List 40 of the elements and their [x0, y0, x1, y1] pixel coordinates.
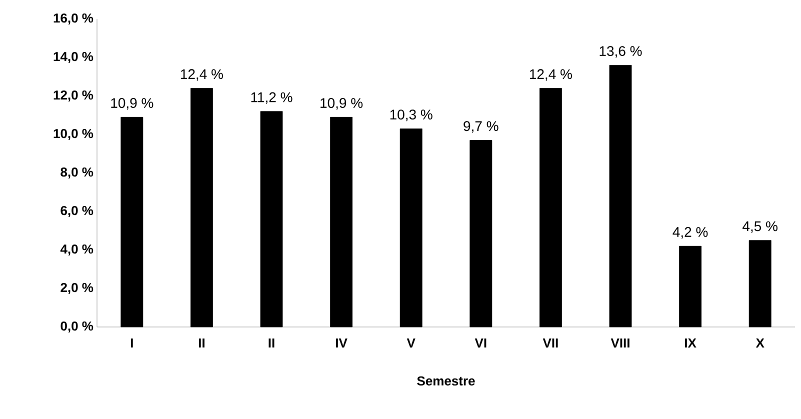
x-tick-label: V: [406, 338, 416, 348]
data-label: 11,2 %: [251, 92, 292, 104]
data-label: 4,2 %: [672, 227, 708, 239]
bar: [190, 88, 213, 328]
x-tick-label: VI: [474, 338, 486, 348]
y-tick-label: 10,0 %: [54, 128, 94, 140]
y-tick-label: 14,0 %: [54, 52, 94, 64]
x-axis-title: Semestre: [417, 376, 475, 386]
y-tick-label: 8,0 %: [60, 167, 94, 179]
data-label: 4,5 %: [742, 221, 778, 233]
bar: [609, 64, 632, 328]
x-tick-label: VII: [542, 338, 558, 348]
y-tick-label: 12,0 %: [54, 90, 94, 102]
bar: [748, 240, 772, 328]
x-tick-label: I: [130, 338, 133, 348]
data-label: 12,4 %: [530, 69, 572, 81]
bar: [540, 88, 562, 328]
data-label: 13,6 %: [600, 46, 642, 58]
data-label: 10,9 %: [111, 98, 154, 110]
bar: [330, 116, 353, 328]
bar: [400, 128, 422, 328]
y-tick-label: 2,0 %: [60, 282, 94, 294]
x-tick-label: II: [268, 338, 274, 348]
bar: [120, 116, 144, 328]
x-tick-label: VIII: [610, 338, 630, 348]
bar: [679, 246, 702, 328]
x-tick-label: X: [756, 338, 764, 348]
bar: [260, 111, 283, 328]
data-label: 9,7 %: [464, 121, 498, 133]
data-label: 12,4 %: [180, 69, 223, 81]
x-tick-label: IX: [685, 338, 696, 348]
data-label: 10,9 %: [320, 98, 363, 110]
y-tick-label: 16,0 %: [54, 13, 94, 25]
bar: [470, 140, 492, 328]
x-tick-label: II: [198, 338, 204, 348]
y-tick-label: 6,0 %: [60, 206, 94, 218]
y-tick-label: 0,0 %: [60, 321, 94, 333]
data-label: 10,3 %: [390, 110, 432, 122]
x-tick-label: IV: [336, 338, 348, 348]
y-tick-label: 4,0 %: [60, 244, 94, 256]
